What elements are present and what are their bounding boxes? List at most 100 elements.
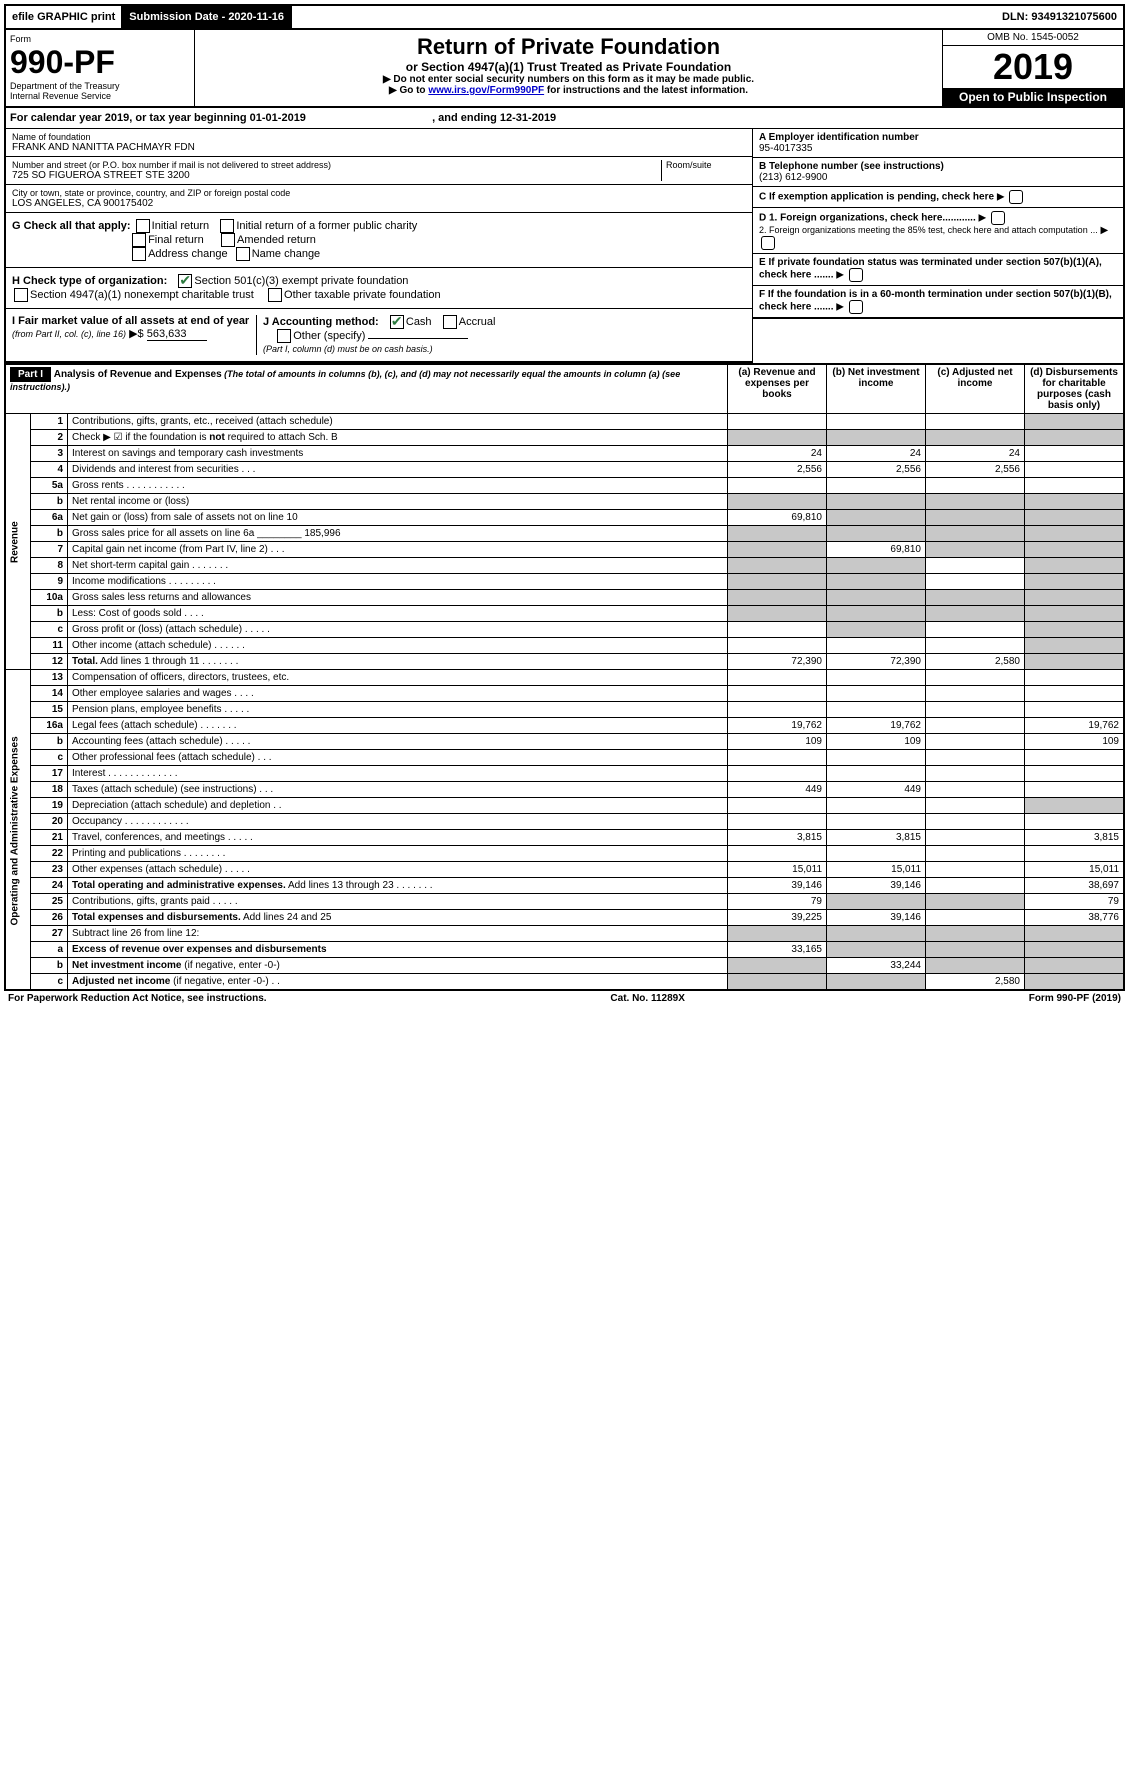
line-desc: Other expenses (attach schedule) . . . .…: [68, 862, 728, 878]
revenue-vert-label: Revenue: [5, 414, 31, 670]
value-cell: [728, 414, 827, 430]
value-cell: [728, 686, 827, 702]
value-cell: 24: [728, 446, 827, 462]
value-cell: 69,810: [827, 542, 926, 558]
value-cell: [1025, 750, 1125, 766]
line-number: b: [31, 526, 68, 542]
line-number: a: [31, 942, 68, 958]
table-row: bNet investment income (if negative, ent…: [5, 958, 1124, 974]
cb-final[interactable]: [132, 233, 146, 247]
value-cell: [827, 750, 926, 766]
cb-initial[interactable]: [136, 219, 150, 233]
dept: Department of the Treasury: [10, 81, 190, 91]
value-cell: [827, 574, 926, 590]
cb-other-pf[interactable]: [268, 288, 282, 302]
line-number: 23: [31, 862, 68, 878]
value-cell: [728, 766, 827, 782]
value-cell: 72,390: [728, 654, 827, 670]
cb-amended[interactable]: [221, 233, 235, 247]
value-cell: [1025, 814, 1125, 830]
value-cell: [827, 638, 926, 654]
cb-cash[interactable]: [390, 315, 404, 329]
cb-f[interactable]: [849, 300, 863, 314]
value-cell: [926, 494, 1025, 510]
line-number: 26: [31, 910, 68, 926]
irs: Internal Revenue Service: [10, 91, 190, 101]
line-desc: Interest on savings and temporary cash i…: [68, 446, 728, 462]
cb-initial-former[interactable]: [220, 219, 234, 233]
form-right: OMB No. 1545-0052 2019 Open to Public In…: [942, 30, 1123, 106]
line-desc: Other income (attach schedule) . . . . .…: [68, 638, 728, 654]
part1-table: Part I Analysis of Revenue and Expenses …: [4, 363, 1125, 991]
tax-year: 2019: [943, 46, 1123, 88]
cb-501c3[interactable]: [178, 274, 192, 288]
line-desc: Depreciation (attach schedule) and deple…: [68, 798, 728, 814]
value-cell: 19,762: [728, 718, 827, 734]
cb-d1[interactable]: [991, 211, 1005, 225]
cb-accrual[interactable]: [443, 315, 457, 329]
line-desc: Contributions, gifts, grants paid . . . …: [68, 894, 728, 910]
cb-e[interactable]: [849, 268, 863, 282]
line-number: c: [31, 750, 68, 766]
form990pf-link[interactable]: www.irs.gov/Form990PF: [428, 85, 544, 96]
line-number: 3: [31, 446, 68, 462]
line-desc: Travel, conferences, and meetings . . . …: [68, 830, 728, 846]
line-number: 2: [31, 430, 68, 446]
value-cell: [827, 894, 926, 910]
cb-other-acct[interactable]: [277, 329, 291, 343]
value-cell: [728, 558, 827, 574]
value-cell: [728, 430, 827, 446]
value-cell: [728, 542, 827, 558]
value-cell: [926, 590, 1025, 606]
value-cell: [1025, 494, 1125, 510]
value-cell: [728, 814, 827, 830]
value-cell: 2,556: [926, 462, 1025, 478]
table-row: 20Occupancy . . . . . . . . . . . .: [5, 814, 1124, 830]
value-cell: 2,580: [926, 974, 1025, 991]
ein-cell: A Employer identification number 95-4017…: [753, 129, 1123, 158]
cb-address[interactable]: [132, 247, 146, 261]
line-number: 12: [31, 654, 68, 670]
value-cell: [827, 558, 926, 574]
line-number: 17: [31, 766, 68, 782]
table-row: 6aNet gain or (loss) from sale of assets…: [5, 510, 1124, 526]
omb: OMB No. 1545-0052: [943, 30, 1123, 46]
table-row: 5aGross rents . . . . . . . . . . .: [5, 478, 1124, 494]
col-b-header: (b) Net investment income: [827, 364, 926, 414]
table-row: 17Interest . . . . . . . . . . . . .: [5, 766, 1124, 782]
paperwork-notice: For Paperwork Reduction Act Notice, see …: [8, 993, 267, 1004]
value-cell: [1025, 926, 1125, 942]
cb-c[interactable]: [1009, 190, 1023, 204]
value-cell: 15,011: [1025, 862, 1125, 878]
table-row: 2Check ▶ ☑ if the foundation is not requ…: [5, 430, 1124, 446]
table-row: 8Net short-term capital gain . . . . . .…: [5, 558, 1124, 574]
value-cell: [1025, 590, 1125, 606]
value-cell: [926, 798, 1025, 814]
value-cell: 3,815: [827, 830, 926, 846]
value-cell: 38,776: [1025, 910, 1125, 926]
table-row: 4Dividends and interest from securities …: [5, 462, 1124, 478]
value-cell: [728, 958, 827, 974]
value-cell: [1025, 446, 1125, 462]
value-cell: 79: [1025, 894, 1125, 910]
form-note2: ▶ Go to www.irs.gov/Form990PF for instru…: [199, 85, 938, 96]
value-cell: [827, 606, 926, 622]
value-cell: [728, 526, 827, 542]
value-cell: [827, 926, 926, 942]
calendar-year-row: For calendar year 2019, or tax year begi…: [4, 108, 1125, 129]
line-number: 21: [31, 830, 68, 846]
cb-name[interactable]: [236, 247, 250, 261]
value-cell: 2,580: [926, 654, 1025, 670]
value-cell: [926, 942, 1025, 958]
cb-4947[interactable]: [14, 288, 28, 302]
value-cell: [1025, 430, 1125, 446]
line-desc: Taxes (attach schedule) (see instruction…: [68, 782, 728, 798]
form-word: Form: [10, 34, 190, 44]
cb-d2[interactable]: [761, 236, 775, 250]
value-cell: [926, 510, 1025, 526]
value-cell: [926, 638, 1025, 654]
value-cell: 79: [728, 894, 827, 910]
line-desc: Less: Cost of goods sold . . . .: [68, 606, 728, 622]
table-row: 11Other income (attach schedule) . . . .…: [5, 638, 1124, 654]
line-desc: Gross profit or (loss) (attach schedule)…: [68, 622, 728, 638]
